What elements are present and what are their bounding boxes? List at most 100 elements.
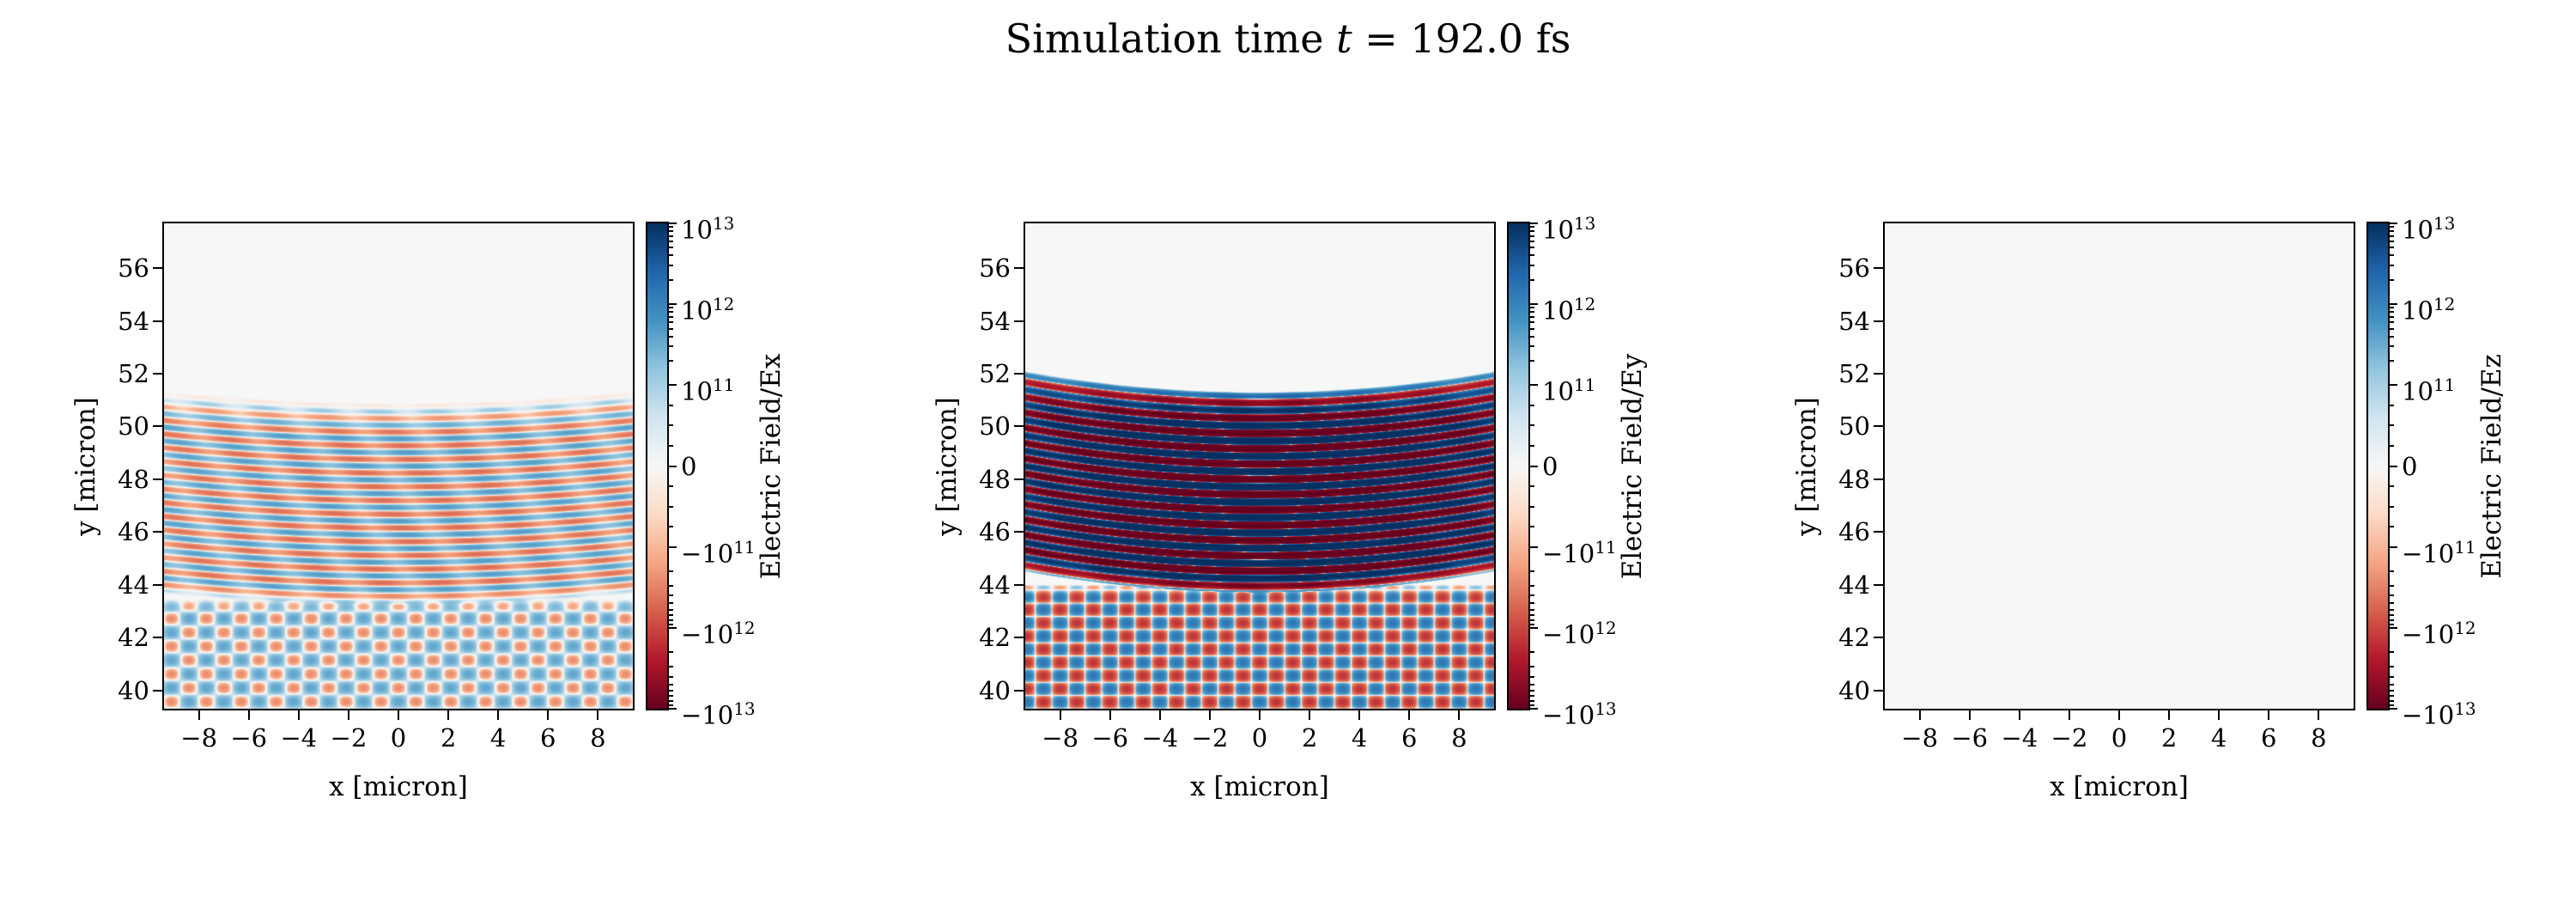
colorbar-ez xyxy=(2366,222,2390,710)
colorbar-minor-tick-mark xyxy=(669,602,673,605)
colorbar-minor-tick-mark xyxy=(1530,321,1534,324)
colorbar-minor-tick-mark xyxy=(2390,307,2394,309)
x-tick-mark xyxy=(1059,710,1061,720)
colorbar-minor-tick-mark xyxy=(2390,240,2394,242)
colorbar-minor-tick-mark xyxy=(669,594,673,597)
colorbar-tick-exponent: 11 xyxy=(1595,536,1617,558)
colorbar-minor-tick-mark xyxy=(669,327,673,330)
colorbar-minor-tick-mark xyxy=(1530,570,1534,572)
y-tick-mark xyxy=(1014,689,1024,692)
y-tick-mark xyxy=(153,373,162,375)
x-tick-mark xyxy=(1918,710,1921,720)
y-tick-mark xyxy=(1874,637,1883,639)
colorbar-tick-mark xyxy=(669,545,677,548)
colorbar-minor-tick-mark xyxy=(1530,704,1534,706)
colorbar-minor-tick-mark xyxy=(1530,675,1534,678)
y-tick-label: 44 xyxy=(979,570,1011,600)
colorbar-tick-label: −1012 xyxy=(1542,617,1617,649)
colorbar-label: Electric Field/Ey xyxy=(1617,353,1648,580)
y-tick-label: 42 xyxy=(979,623,1011,653)
colorbar-minor-tick-mark xyxy=(2390,675,2394,678)
colorbar-minor-tick-mark xyxy=(1530,359,1534,362)
colorbar-minor-tick-mark xyxy=(1530,230,1534,233)
colorbar-minor-tick-mark xyxy=(2390,345,2394,348)
colorbar-tick-exponent: 13 xyxy=(712,213,735,234)
colorbar-minor-tick-mark xyxy=(2390,424,2394,427)
colorbar-minor-tick-mark xyxy=(2390,485,2394,488)
colorbar-minor-tick-mark xyxy=(669,690,673,692)
y-tick-mark xyxy=(1874,478,1883,480)
y-tick-label: 56 xyxy=(1838,253,1870,283)
y-tick-mark xyxy=(1014,531,1024,533)
title-suffix: = 192.0 fs xyxy=(1352,15,1571,62)
x-tick-label: 4 xyxy=(489,723,507,753)
x-tick-label: 0 xyxy=(2111,723,2128,753)
x-tick-label: 2 xyxy=(440,723,457,753)
y-tick-label: 48 xyxy=(979,464,1011,494)
colorbar-minor-tick-mark xyxy=(2390,570,2394,572)
colorbar-tick-label: −1011 xyxy=(1542,536,1617,569)
y-tick-mark xyxy=(153,583,162,586)
x-tick-label: 2 xyxy=(2160,723,2178,753)
y-tick-mark xyxy=(1874,425,1883,428)
colorbar-minor-tick-mark xyxy=(669,307,673,309)
colorbar-minor-tick-mark xyxy=(2390,690,2394,692)
y-tick-mark xyxy=(153,267,162,270)
y-tick-mark xyxy=(1014,425,1024,428)
y-tick-mark xyxy=(153,478,162,480)
colorbar-tick-exponent: 13 xyxy=(1573,213,1596,234)
colorbar-tick-label: 1012 xyxy=(1542,294,1596,326)
colorbar-minor-tick-mark xyxy=(1530,505,1534,508)
colorbar-minor-tick-mark xyxy=(2390,359,2394,362)
x-tick-label: −8 xyxy=(1042,723,1079,753)
colorbar-minor-tick-mark xyxy=(2390,594,2394,597)
colorbar-tick-exponent: 12 xyxy=(2433,294,2456,315)
y-tick-mark xyxy=(1014,267,1024,270)
x-axis-label: x [micron] xyxy=(2050,771,2189,802)
colorbar-minor-tick-mark xyxy=(2390,327,2394,330)
colorbar-minor-tick-mark xyxy=(1530,247,1534,249)
heatmap-axes-ey xyxy=(1024,222,1496,710)
y-tick-label: 56 xyxy=(979,253,1011,283)
colorbar-tick-mark xyxy=(2390,708,2397,710)
colorbar-ex xyxy=(646,222,669,710)
y-tick-label: 52 xyxy=(118,359,149,389)
y-tick-mark xyxy=(153,425,162,428)
colorbar-minor-tick-mark xyxy=(1530,602,1534,605)
x-tick-mark xyxy=(547,710,550,720)
colorbar-minor-tick-mark xyxy=(1530,235,1534,237)
x-tick-mark xyxy=(2018,710,2020,720)
colorbar-tick-label: −1011 xyxy=(681,536,756,569)
x-tick-label: −4 xyxy=(1141,723,1179,753)
x-tick-mark xyxy=(1158,710,1161,720)
colorbar-minor-tick-mark xyxy=(1530,608,1534,611)
x-tick-label: 2 xyxy=(1301,723,1318,753)
colorbar-minor-tick-mark xyxy=(669,444,673,447)
y-tick-mark xyxy=(1874,583,1883,586)
y-tick-label: 50 xyxy=(1838,411,1870,442)
y-tick-label: 46 xyxy=(979,517,1011,547)
colorbar-minor-tick-mark xyxy=(669,315,673,318)
x-tick-label: 6 xyxy=(540,723,556,753)
colorbar-tick-mark xyxy=(669,465,677,467)
colorbar-minor-tick-mark xyxy=(1530,240,1534,242)
y-tick-label: 40 xyxy=(118,675,149,705)
colorbar-minor-tick-mark xyxy=(1530,695,1534,698)
colorbar-minor-tick-mark xyxy=(1530,345,1534,348)
x-tick-label: −2 xyxy=(330,723,368,753)
title-prefix: Simulation time xyxy=(1005,15,1337,62)
x-tick-label: 8 xyxy=(2311,723,2327,753)
colorbar-minor-tick-mark xyxy=(2390,584,2394,587)
colorbar-minor-tick-mark xyxy=(669,321,673,324)
x-tick-label: −6 xyxy=(230,723,268,753)
colorbar-tick-mark xyxy=(2390,222,2397,224)
x-tick-mark xyxy=(1208,710,1211,720)
x-tick-mark xyxy=(2068,710,2070,720)
colorbar-tick-exponent: 13 xyxy=(2454,698,2476,719)
colorbar-tick-mark xyxy=(1530,626,1538,629)
colorbar-tick-mark xyxy=(669,303,677,306)
x-tick-label: 0 xyxy=(1251,723,1268,753)
x-tick-label: −8 xyxy=(180,723,218,753)
colorbar-tick-mark xyxy=(669,384,677,387)
colorbar-minor-tick-mark xyxy=(669,683,673,686)
